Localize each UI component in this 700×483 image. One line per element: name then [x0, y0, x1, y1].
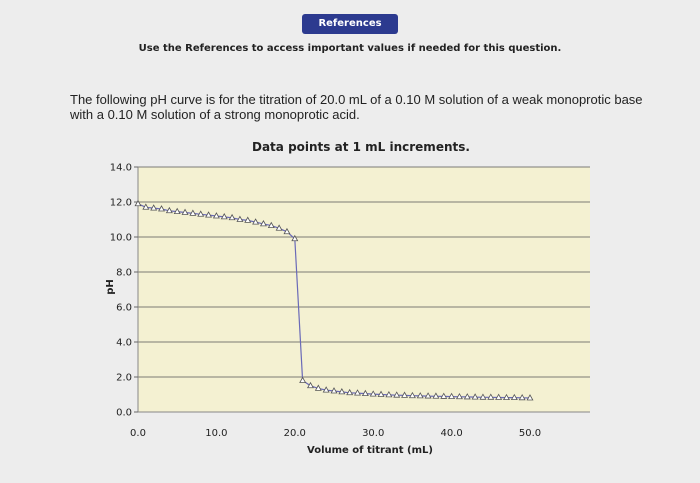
data-point: [283, 227, 291, 235]
data-point: [369, 390, 377, 397]
data-point: [212, 212, 220, 219]
data-point: [385, 391, 393, 398]
data-point: [259, 220, 267, 227]
data-point: [197, 210, 205, 217]
data-point: [275, 224, 283, 231]
data-point: [150, 204, 158, 211]
data-point: [455, 392, 463, 400]
data-point: [267, 221, 275, 229]
data-point: [377, 390, 385, 397]
data-point: [165, 206, 173, 214]
y-tick-label: 2.0: [116, 373, 132, 384]
data-point: [495, 393, 503, 400]
data-point: [322, 386, 330, 393]
data-point: [338, 388, 346, 395]
data-point: [518, 394, 526, 401]
data-point: [416, 392, 424, 399]
x-tick-label: 20.0: [284, 428, 306, 439]
data-point-markers: [134, 199, 534, 401]
y-tick-label: 6.0: [116, 303, 132, 314]
data-point: [181, 208, 189, 215]
data-point: [189, 209, 197, 216]
data-point: [354, 389, 362, 396]
x-tick-label: 10.0: [205, 428, 227, 439]
data-point: [432, 392, 440, 399]
data-point: [526, 394, 534, 401]
data-point: [306, 381, 314, 389]
x-tick-label: 40.0: [440, 428, 462, 439]
y-tick-labels: 0.0 2.0 4.0 6.0 8.0 10.0 12.0 14.0: [110, 163, 138, 419]
data-point: [158, 205, 166, 212]
data-point: [299, 376, 307, 383]
data-point: [393, 391, 401, 398]
x-tick-label: 50.0: [519, 428, 541, 439]
x-tick-label: 30.0: [362, 428, 384, 439]
y-tick-label: 0.0: [116, 408, 132, 419]
data-point: [330, 387, 338, 394]
x-axis-label: Volume of titrant (mL): [307, 445, 433, 456]
data-point: [401, 391, 409, 398]
data-point: [142, 203, 150, 210]
data-point: [502, 393, 510, 401]
data-point: [220, 213, 228, 220]
y-tick-label: 8.0: [116, 268, 132, 279]
plot-area: [138, 167, 590, 412]
y-tick-label: 12.0: [110, 198, 132, 209]
data-point: [448, 392, 456, 400]
data-point: [346, 388, 354, 396]
data-point: [134, 199, 142, 207]
data-point: [291, 234, 299, 242]
chart-title: Data points at 1 mL increments.: [252, 140, 470, 154]
y-axis-label: pH: [105, 279, 116, 295]
data-point: [487, 393, 495, 400]
question-text: The following pH curve is for the titrat…: [70, 92, 643, 122]
x-tick-label: 0.0: [130, 428, 146, 439]
data-point: [510, 393, 518, 401]
grid-lines: [138, 166, 590, 378]
y-tick-label: 4.0: [116, 338, 132, 349]
data-point: [314, 384, 322, 391]
data-point: [244, 216, 252, 223]
data-point: [408, 391, 416, 399]
data-point: [440, 392, 448, 399]
references-button[interactable]: References: [302, 14, 398, 34]
references-note: Use the References to access important v…: [138, 43, 562, 54]
data-point: [361, 389, 369, 397]
data-point: [205, 211, 213, 218]
data-point: [463, 393, 471, 400]
data-point: [173, 207, 181, 215]
data-point: [236, 215, 244, 222]
data-point: [471, 393, 479, 400]
data-point: [479, 393, 487, 400]
y-tick-label: 14.0: [110, 163, 132, 174]
data-point: [228, 213, 236, 221]
data-point: [252, 218, 260, 225]
x-tick-labels: 0.0 10.0 20.0 30.0 40.0 50.0: [130, 428, 541, 439]
y-tick-label: 10.0: [110, 233, 132, 244]
data-point: [424, 392, 432, 399]
